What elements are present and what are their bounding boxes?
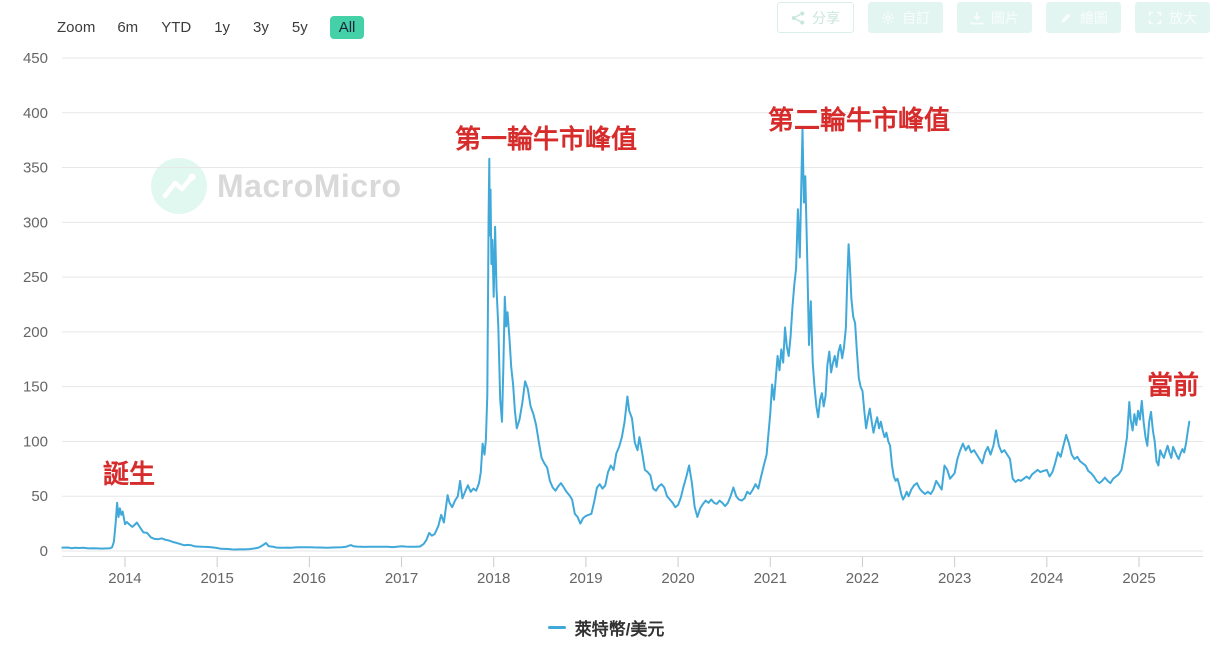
x-axis-label: 2018 [477,570,510,587]
range-button-ytd[interactable]: YTD [161,19,192,36]
expand-icon [1148,11,1162,25]
expand-button[interactable]: 放大 [1135,2,1210,33]
y-axis-label: 150 [23,379,48,396]
x-axis-label: 2024 [1030,570,1063,587]
range-button-3y[interactable]: 3y [253,19,269,36]
x-axis-label: 2023 [938,570,971,587]
x-axis-label: 2019 [569,570,602,587]
y-axis-label: 400 [23,105,48,122]
annotation-1: 誕生 [103,459,156,489]
y-axis-label: 350 [23,160,48,177]
watermark-brand-text: MacroMicro [217,167,402,204]
x-axis-label: 2021 [754,570,787,587]
gear-button[interactable]: 自訂 [868,2,943,33]
zoom-label: Zoom [57,19,96,36]
y-axis-label: 450 [23,50,48,67]
x-axis-label: 2017 [385,570,418,587]
price-line-series[interactable] [61,127,1191,551]
share-icon [791,10,805,25]
pencil-button[interactable]: 繪圖 [1046,2,1121,33]
share-button[interactable]: 分享 [777,2,854,33]
x-axis-label: 2015 [200,570,233,587]
range-button-6m[interactable]: 6m [117,19,139,36]
gear-icon [881,11,895,25]
image-download-icon [970,11,984,25]
range-button-all[interactable]: All [329,16,365,39]
y-axis-label: 100 [23,433,48,450]
action-button-label: 繪圖 [1080,9,1108,26]
y-axis-label: 0 [40,543,48,560]
y-axis-label: 50 [31,488,48,505]
range-button-1y[interactable]: 1y [214,19,231,36]
action-button-label: 圖片 [991,9,1019,26]
legend-label: 萊特幣/美元 [574,620,665,639]
range-selector: Zoom 6m YTD 1y 3y 5y All [57,16,365,39]
action-button-label: 自訂 [902,9,930,26]
legend-marker [547,626,566,629]
x-axis-label: 2016 [293,570,326,587]
chart-action-toolbar: 分享 自訂 圖片 繪圖 放大 [777,2,1210,33]
action-button-label: 分享 [812,9,840,26]
x-axis-label: 2014 [108,570,141,587]
x-axis-label: 2022 [846,570,879,587]
annotation-4: 當前 [1147,370,1200,400]
annotation-3: 第二輪牛市峰值 [768,105,951,135]
x-axis-label: 2025 [1122,570,1155,587]
y-axis-label: 250 [23,269,48,286]
action-button-label: 放大 [1169,9,1197,26]
pencil-icon [1059,11,1073,25]
legend[interactable]: 萊特幣/美元 [0,615,1212,640]
x-axis-label: 2020 [661,570,694,587]
range-button-5y[interactable]: 5y [291,19,308,36]
image-download-button[interactable]: 圖片 [957,2,1032,33]
y-axis-label: 300 [23,214,48,231]
annotation-2: 第一輪牛市峰值 [455,124,638,154]
y-axis-label: 200 [23,324,48,341]
